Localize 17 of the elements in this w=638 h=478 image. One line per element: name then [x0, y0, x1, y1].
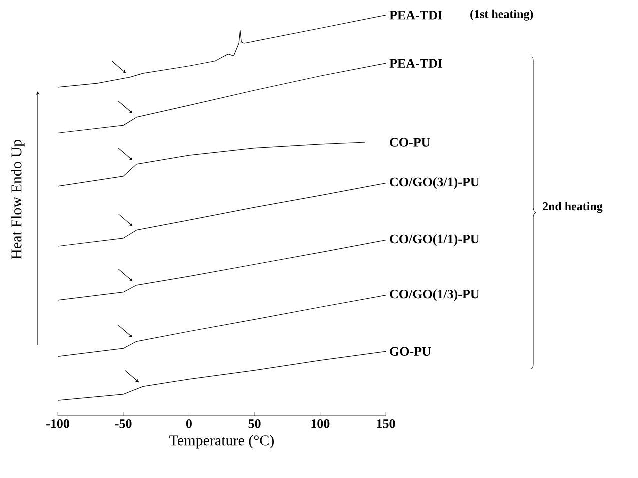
x-axis-title: Temperature (°C): [170, 435, 274, 449]
x-tick-label: 0: [186, 420, 192, 428]
series-label: PEA-TDI: [390, 59, 443, 68]
x-tick-label: -50: [115, 420, 132, 428]
y-axis-title: Heat Flow Endo Up: [11, 140, 25, 260]
series-label: CO/GO(1/1)-PU: [390, 234, 480, 246]
series-label: GO-PU: [390, 347, 432, 356]
x-tick-label: 150: [377, 420, 396, 428]
series-label: CO/GO(3/1)-PU: [390, 177, 480, 190]
text: 2nd heating: [543, 202, 603, 214]
text: (1st heating): [470, 10, 534, 21]
x-tick-label: 100: [312, 420, 330, 428]
x-tick-label: -100: [46, 420, 70, 428]
series-label: PEA-TDI: [390, 11, 443, 20]
series-label: CO/GO(1/3)-PU: [390, 290, 480, 302]
series-label: CO-PU: [390, 138, 430, 147]
x-tick-label: 50: [248, 420, 261, 428]
